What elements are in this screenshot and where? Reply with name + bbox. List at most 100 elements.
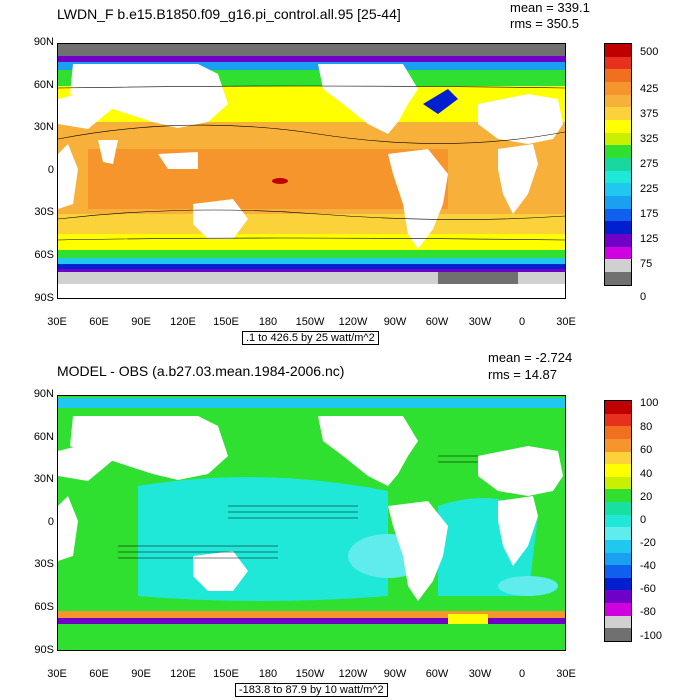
colorbar-segment xyxy=(605,69,631,83)
top-xtick: 120E xyxy=(170,316,196,328)
bottom-xtick: 120W xyxy=(338,668,368,680)
bottom-ytick: 30S xyxy=(34,558,54,570)
top-xtick: 180 xyxy=(258,316,278,328)
top-cbar-label: 75 xyxy=(640,258,653,270)
colorbar-segment xyxy=(605,426,631,439)
colorbar-segment xyxy=(605,489,631,502)
top-cbar-label: 500 xyxy=(640,46,659,58)
top-subtitle: .1 to 426.5 by 25 watt/m^2 xyxy=(242,331,379,345)
bottom-cbar-label: -60 xyxy=(640,583,656,595)
top-xtick: 90E xyxy=(131,316,151,328)
bottom-ytick: 60N xyxy=(33,431,54,443)
bottom-xtick: 30W xyxy=(468,668,492,680)
bottom-ytick: 30N xyxy=(33,473,54,485)
bottom-cbar-label: 60 xyxy=(640,444,653,456)
colorbar-segment xyxy=(605,514,631,528)
bottom-xtick: 150W xyxy=(295,668,325,680)
colorbar-segment xyxy=(605,158,631,171)
colorbar-segment xyxy=(605,527,631,540)
colorbar-segment xyxy=(605,56,631,70)
top-map-svg xyxy=(58,44,565,298)
bottom-xtick: 30E xyxy=(556,668,576,680)
colorbar-segment xyxy=(605,565,631,578)
top-mean: mean = 339.1 xyxy=(510,0,590,15)
top-cbar-label: 125 xyxy=(640,233,659,245)
colorbar-segment xyxy=(605,44,631,57)
top-ytick: 30N xyxy=(33,121,54,133)
top-cbar-label: 425 xyxy=(640,83,659,95)
bottom-xtick: 60E xyxy=(89,668,109,680)
colorbar-segment xyxy=(605,246,631,260)
top-colorbar xyxy=(604,43,632,286)
bottom-cbar-label: -20 xyxy=(640,537,656,549)
colorbar-segment xyxy=(605,615,631,629)
bottom-ytick: 0 xyxy=(47,516,54,528)
top-xtick: 60W xyxy=(425,316,449,328)
bottom-xtick: 120E xyxy=(170,668,196,680)
bottom-cbar-label: -80 xyxy=(640,606,656,618)
colorbar-segment xyxy=(605,170,631,184)
bottom-map-plot xyxy=(57,395,566,651)
colorbar-segment xyxy=(605,132,631,146)
top-cbar-label: 325 xyxy=(640,133,659,145)
colorbar-segment xyxy=(605,196,631,209)
colorbar-segment xyxy=(605,438,631,452)
top-xtick: 30W xyxy=(468,316,492,328)
bottom-panel: MODEL - OBS (a.b27.03.mean.1984-2006.nc)… xyxy=(0,350,700,700)
bottom-ytick: 90S xyxy=(34,644,54,656)
bottom-colorbar xyxy=(604,400,632,642)
colorbar-segment xyxy=(605,577,631,591)
top-rms: rms = 350.5 xyxy=(510,16,580,31)
bottom-xtick: 180 xyxy=(258,668,278,680)
colorbar-segment xyxy=(605,603,631,616)
bottom-xtick: 60W xyxy=(425,668,449,680)
colorbar-segment xyxy=(605,590,631,603)
colorbar-segment xyxy=(605,221,631,235)
colorbar-segment xyxy=(605,502,631,515)
top-cbar-label: 175 xyxy=(640,208,659,220)
top-xtick: 60E xyxy=(89,316,109,328)
top-xtick: 30E xyxy=(556,316,576,328)
colorbar-segment xyxy=(605,413,631,427)
bottom-cbar-label: 100 xyxy=(640,397,659,409)
colorbar-segment xyxy=(605,451,631,465)
top-ytick: 90N xyxy=(33,36,54,48)
top-cbar-label: 375 xyxy=(640,108,659,120)
colorbar-segment xyxy=(605,552,631,566)
top-xtick: 90W xyxy=(383,316,407,328)
bottom-xtick: 90W xyxy=(383,668,407,680)
top-xtick: 30E xyxy=(47,316,67,328)
bottom-cbar-label: 0 xyxy=(640,514,647,526)
bottom-subtitle: -183.8 to 87.9 by 10 watt/m^2 xyxy=(235,683,388,697)
bottom-cbar-label: 40 xyxy=(640,468,653,480)
bottom-mean: mean = -2.724 xyxy=(488,350,573,365)
bottom-map-svg xyxy=(58,396,565,650)
colorbar-segment xyxy=(605,208,631,222)
colorbar-segment xyxy=(605,145,631,159)
colorbar-segment xyxy=(605,259,631,273)
top-cbar-label: 225 xyxy=(640,183,659,195)
colorbar-segment xyxy=(605,107,631,121)
colorbar-segment xyxy=(605,401,631,414)
colorbar-segment xyxy=(605,464,631,477)
colorbar-segment xyxy=(605,82,631,95)
colorbar-segment xyxy=(605,234,631,247)
colorbar-segment xyxy=(605,94,631,108)
top-panel: LWDN_F b.e15.B1850.f09_g16.pi_control.al… xyxy=(33,0,659,345)
bottom-cbar-label: 80 xyxy=(640,421,653,433)
colorbar-segment xyxy=(605,539,631,553)
top-xtick: 150W xyxy=(295,316,325,328)
colorbar-segment xyxy=(605,272,631,285)
top-ytick: 0 xyxy=(47,164,54,176)
colorbar-segment xyxy=(605,476,631,490)
bottom-ytick: 90N xyxy=(33,388,54,400)
colorbar-segment xyxy=(605,183,631,197)
top-ytick: 90S xyxy=(34,292,54,304)
bottom-cbar-label: -100 xyxy=(640,630,663,642)
bottom-cbar-label: 20 xyxy=(640,491,653,503)
top-xtick: 150E xyxy=(213,316,239,328)
top-ytick: 60N xyxy=(33,79,54,91)
bottom-xtick: 150E xyxy=(213,668,239,680)
top-ytick: 30S xyxy=(34,206,54,218)
top-map-plot xyxy=(57,43,566,299)
